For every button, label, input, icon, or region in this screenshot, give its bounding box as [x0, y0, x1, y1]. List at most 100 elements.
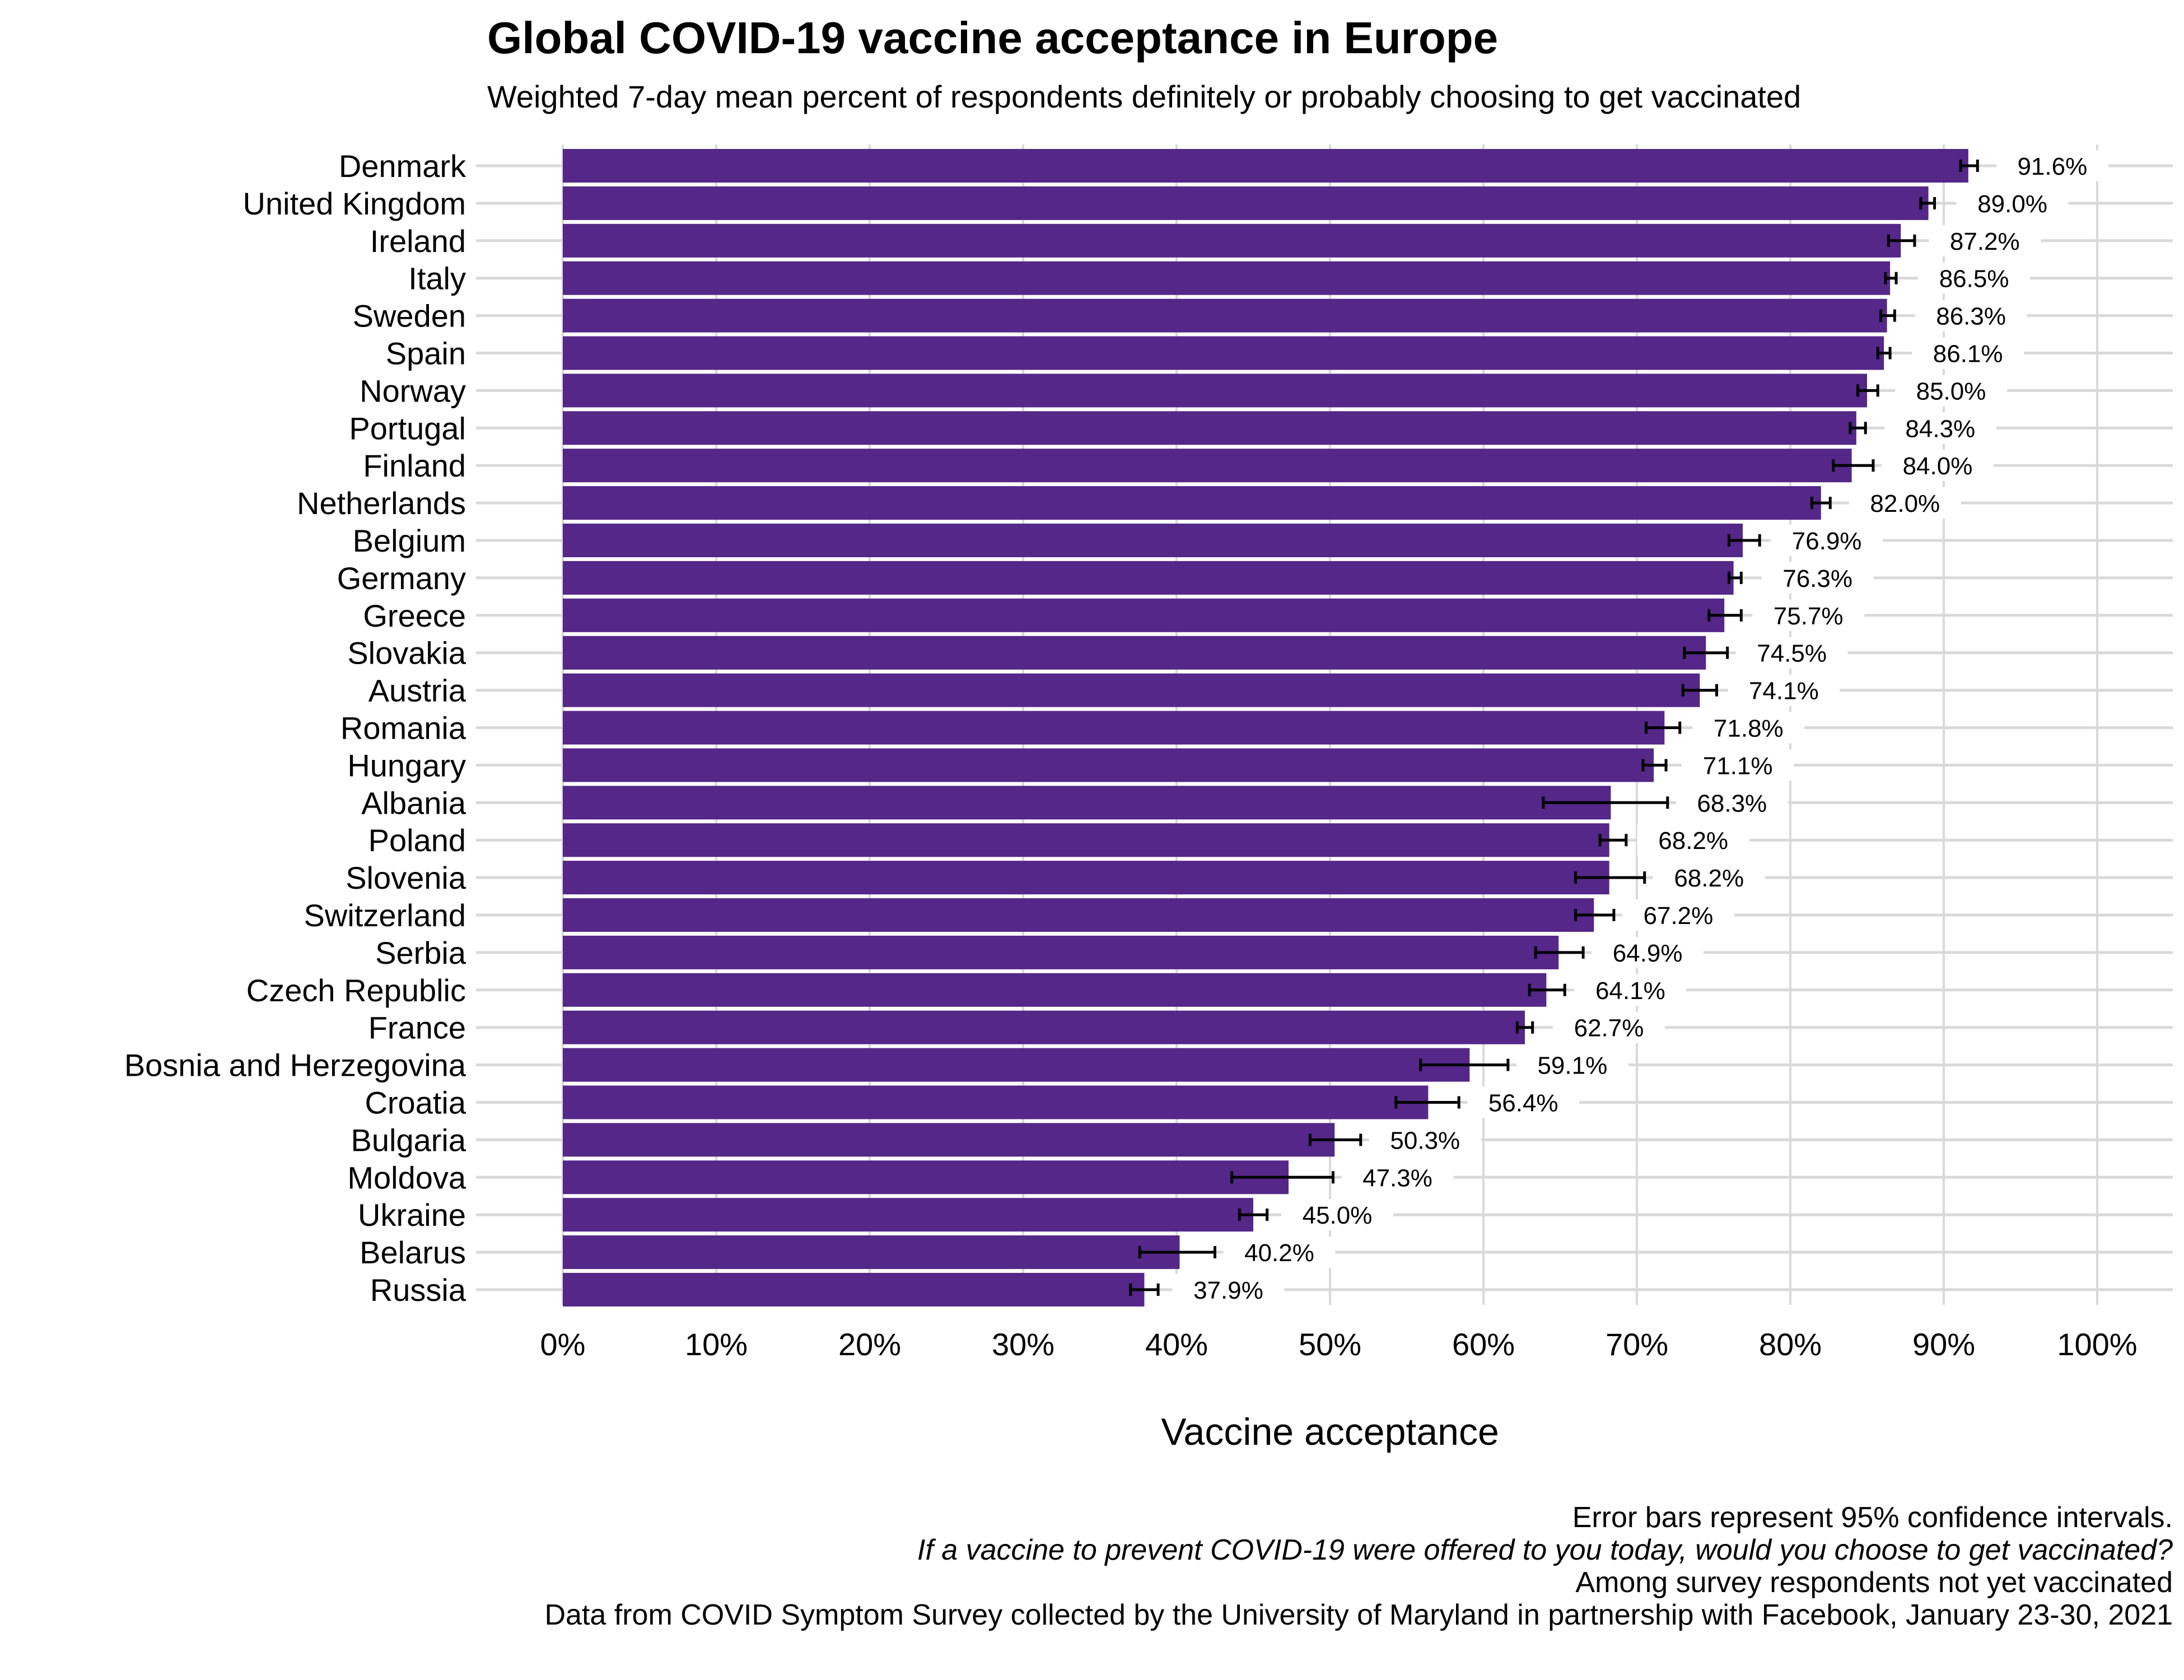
category-label: Serbia — [375, 935, 466, 970]
category-label: Netherlands — [297, 486, 466, 521]
data-label: 75.7% — [1774, 603, 1844, 630]
data-label: 47.3% — [1362, 1164, 1432, 1192]
bar — [563, 298, 1887, 333]
data-label-background — [1637, 824, 1749, 856]
data-label-background — [1516, 1049, 1628, 1081]
bar — [563, 1198, 1253, 1232]
data-label-background — [1918, 262, 2031, 294]
caption-population: Among survey respondents not yet vaccina… — [1575, 1566, 2173, 1599]
caption-error-bars: Error bars represent 95% confidence inte… — [1572, 1501, 2173, 1534]
x-tick-label: 30% — [992, 1327, 1054, 1362]
category-label: Portugal — [349, 410, 466, 446]
data-label-background — [1881, 450, 1994, 482]
category-label: United Kingdom — [243, 186, 466, 221]
bar — [563, 1160, 1289, 1194]
x-tick-label: 70% — [1606, 1327, 1668, 1362]
category-label: France — [368, 1010, 466, 1046]
data-label: 74.5% — [1757, 640, 1827, 668]
bar — [563, 748, 1654, 782]
bar — [563, 561, 1734, 595]
data-label-background — [1912, 337, 2024, 369]
bar — [563, 898, 1594, 932]
data-label-background — [1996, 150, 2108, 181]
category-label: Slovakia — [347, 636, 466, 671]
bar — [563, 186, 1929, 220]
caption-source: Data from COVID Symptom Survey collected… — [544, 1599, 2173, 1631]
data-label-background — [1653, 862, 1765, 894]
category-label: Switzerland — [304, 898, 466, 933]
x-tick-label: 80% — [1759, 1327, 1822, 1362]
data-label: 82.0% — [1870, 490, 1940, 517]
data-label-background — [1849, 487, 1961, 519]
data-label: 76.3% — [1782, 565, 1852, 592]
category-label: Norway — [360, 373, 466, 408]
bar — [563, 486, 1821, 520]
bar — [563, 786, 1611, 820]
bar — [563, 374, 1867, 408]
error-bar-layer — [1129, 160, 1979, 1296]
data-label: 85.0% — [1916, 377, 1986, 405]
category-label: Belgium — [353, 523, 466, 558]
data-label: 71.1% — [1703, 752, 1773, 780]
data-label-background — [1915, 300, 2027, 332]
data-label-background — [1552, 1011, 1665, 1043]
category-label: Albania — [361, 785, 466, 820]
category-label: Czech Republic — [246, 973, 466, 1008]
category-label: Spain — [386, 336, 466, 371]
bar — [563, 973, 1547, 1007]
data-label: 84.0% — [1903, 452, 1973, 480]
data-label: 76.9% — [1792, 528, 1862, 555]
data-label-background — [1676, 787, 1788, 819]
x-tick-label: 50% — [1299, 1327, 1361, 1362]
data-label: 84.3% — [1905, 415, 1975, 442]
category-label: Greece — [363, 598, 466, 633]
data-label: 86.1% — [1933, 340, 2003, 368]
x-tick-label: 100% — [2057, 1327, 2137, 1362]
chart-title: Global COVID-19 vaccine acceptance in Eu… — [487, 13, 1499, 63]
data-label: 40.2% — [1244, 1239, 1314, 1267]
caption-question: If a vaccine to prevent COVID-19 were of… — [917, 1534, 2173, 1566]
category-label: Croatia — [365, 1085, 466, 1121]
category-label: Germany — [337, 561, 466, 596]
data-label-background — [1223, 1236, 1336, 1268]
x-tick-label: 10% — [685, 1327, 748, 1362]
data-label-background — [1771, 525, 1883, 556]
data-label-background — [1281, 1199, 1393, 1231]
data-label: 45.0% — [1303, 1202, 1373, 1229]
category-label: Sweden — [353, 298, 466, 334]
data-label-background — [1682, 749, 1794, 781]
category-label: Moldova — [347, 1160, 466, 1195]
data-label-background — [1728, 674, 1840, 706]
data-label-background — [1172, 1274, 1285, 1305]
data-label: 86.3% — [1936, 303, 2006, 330]
x-tick-label: 0% — [540, 1327, 586, 1362]
data-label: 86.5% — [1939, 265, 2009, 293]
data-label-background — [1692, 712, 1805, 744]
category-label: Russia — [370, 1272, 466, 1308]
x-tick-label: 60% — [1452, 1327, 1515, 1362]
data-label-background — [1761, 562, 1874, 594]
category-label: Ukraine — [358, 1197, 466, 1233]
data-label: 62.7% — [1574, 1015, 1644, 1042]
bar — [563, 1273, 1145, 1306]
x-tick-label: 90% — [1912, 1327, 1975, 1362]
data-label: 89.0% — [1977, 190, 2047, 218]
data-label: 91.6% — [2017, 153, 2087, 180]
category-label: Belarus — [360, 1235, 466, 1270]
bar — [563, 411, 1856, 445]
data-label: 68.3% — [1697, 790, 1767, 817]
bar — [563, 524, 1743, 557]
category-label: Romania — [340, 711, 466, 746]
data-label: 59.1% — [1537, 1052, 1607, 1080]
data-label-layer: 91.6% 89.0% 87.2% 86.5% 86.3% 86.1% 85.0% 84.3%… — [1172, 150, 2108, 1305]
data-label: 67.2% — [1644, 902, 1714, 930]
bar — [563, 673, 1700, 707]
bar — [563, 1235, 1180, 1270]
data-label: 56.4% — [1488, 1090, 1558, 1117]
category-label: Poland — [368, 823, 466, 858]
data-label-background — [1341, 1161, 1454, 1193]
data-label-background — [1884, 412, 1996, 444]
bar-layer — [563, 149, 1968, 1306]
data-label: 68.2% — [1658, 827, 1728, 855]
bar — [563, 636, 1706, 670]
